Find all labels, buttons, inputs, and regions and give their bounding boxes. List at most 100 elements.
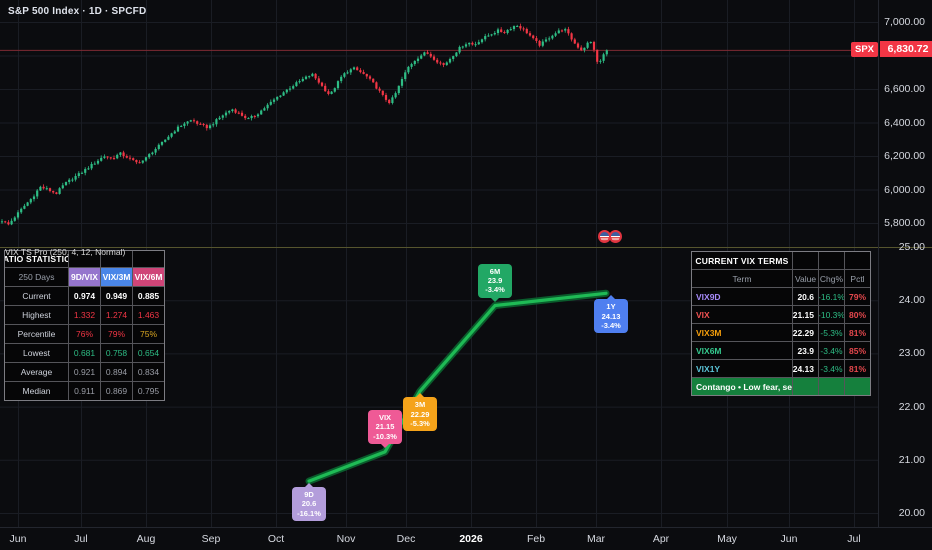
- term-value: 21.15: [375, 422, 395, 432]
- table-cell: [793, 378, 818, 395]
- candle-body: [250, 115, 253, 119]
- vix-term-name: VIX9D: [692, 288, 792, 305]
- candle-body: [372, 78, 375, 83]
- vix-term-value: 23.9: [793, 342, 818, 359]
- vix-term-pctl: 79%: [845, 288, 870, 305]
- candle-body: [234, 109, 237, 113]
- candle-body: [240, 112, 244, 116]
- candle-body: [23, 205, 26, 209]
- ratio-value: 1.274: [101, 306, 132, 324]
- candle-body: [282, 92, 285, 96]
- candle-body: [500, 29, 503, 33]
- candle-body: [106, 156, 109, 158]
- candle-body: [452, 56, 455, 59]
- candle-body: [605, 50, 608, 55]
- price-axis-label: 7,000.00: [884, 16, 925, 28]
- candle-body: [512, 26, 516, 30]
- ratio-value: 0.894: [101, 363, 132, 381]
- candle-body: [7, 222, 10, 225]
- vix-term-value: 24.13: [793, 360, 818, 377]
- candle-body: [109, 157, 112, 159]
- candle-body: [432, 56, 436, 60]
- time-axis-label: Nov: [336, 533, 356, 545]
- candle-body: [125, 156, 128, 158]
- ratio-row-label: Highest: [5, 306, 68, 324]
- candle-body: [503, 32, 506, 34]
- table-cell: [793, 252, 818, 269]
- candle-body: [586, 42, 589, 48]
- candle-body: [359, 70, 362, 73]
- candle-body: [551, 35, 554, 39]
- time-axis-label: Sep: [201, 533, 221, 545]
- candle-body: [285, 89, 288, 93]
- candle-body: [218, 117, 221, 120]
- ratio-value: 1.463: [133, 306, 164, 324]
- candle-body: [288, 88, 292, 90]
- candle-body: [471, 42, 474, 45]
- candle-body: [314, 73, 317, 79]
- term-chg: -5.3%: [410, 418, 430, 428]
- candle-body: [362, 72, 365, 74]
- candle-body: [272, 99, 276, 102]
- candle-body: [378, 88, 381, 91]
- term-label-6m: 6M 23.9 -3.4%: [478, 263, 512, 302]
- candle-body: [343, 73, 346, 77]
- ratio-value: 0.885: [133, 287, 164, 305]
- candle-body: [493, 32, 496, 35]
- candle-body: [29, 199, 32, 203]
- candle-body: [349, 69, 352, 73]
- vix-term-pctl: 85%: [845, 342, 870, 359]
- candle-body: [330, 91, 333, 94]
- candle-body: [135, 159, 138, 163]
- term-label-pointer: [491, 297, 499, 302]
- ratio-value: 79%: [101, 325, 132, 343]
- candle-body: [301, 78, 304, 82]
- candle-body: [589, 41, 592, 43]
- candle-body: [205, 124, 208, 129]
- candle-body: [516, 26, 519, 28]
- candle-body: [45, 188, 48, 190]
- vix-term-chg: -3.4%: [819, 342, 844, 359]
- ratio-value: 0.974: [69, 287, 100, 305]
- vix-term-name: VIX: [692, 306, 792, 323]
- candle-body: [151, 152, 154, 155]
- term-structure-line-outline: [305, 289, 610, 485]
- ratio-value: 1.332: [69, 306, 100, 324]
- time-axis-label: Aug: [136, 533, 156, 545]
- candle-body: [445, 62, 448, 65]
- time-axis-label: Jun: [9, 533, 27, 545]
- price-axis-label: 6,200.00: [884, 150, 925, 162]
- candle-body: [506, 29, 509, 33]
- candle-body: [602, 54, 605, 61]
- candle-body: [365, 73, 368, 77]
- candle-body: [36, 190, 39, 197]
- us-flag-icon: [598, 230, 624, 244]
- ratio-row-label: Percentile: [5, 325, 68, 343]
- vix-term-pctl: 80%: [845, 306, 870, 323]
- candle-body: [455, 52, 458, 57]
- price-axis-label: 24.00: [898, 294, 925, 307]
- period-label: 250 Days: [5, 268, 68, 286]
- candle-body: [154, 148, 157, 153]
- candle-body: [464, 44, 468, 47]
- candle-body: [224, 112, 228, 116]
- candle-body: [340, 76, 343, 82]
- candle-body: [164, 139, 167, 142]
- candle-body: [410, 64, 413, 67]
- candle-body: [429, 53, 432, 57]
- price-axis[interactable]: 7,000.00 6,600.00 6,400.00 6,200.00 6,000.00…: [878, 0, 932, 527]
- time-axis-label: Feb: [526, 533, 546, 545]
- candle-body: [474, 44, 477, 46]
- ratio-value: 75%: [133, 325, 164, 343]
- contango-status: Contango • Low fear, sell vol: [692, 378, 792, 395]
- candle-body: [404, 72, 407, 80]
- ratio-column-header: 9D/VIX: [69, 268, 100, 286]
- term-name: VIX: [378, 412, 392, 422]
- table-cell: [133, 251, 164, 267]
- time-axis[interactable]: Jun Jul Aug Sep Oct Nov Dec 2026 Feb Mar Apr May Jun…: [0, 527, 932, 550]
- term-chg: -16.1%: [297, 508, 321, 518]
- flag-circle-icon: [609, 230, 622, 243]
- candle-body: [167, 136, 170, 140]
- candle-body: [375, 82, 378, 89]
- candle-body: [256, 114, 260, 117]
